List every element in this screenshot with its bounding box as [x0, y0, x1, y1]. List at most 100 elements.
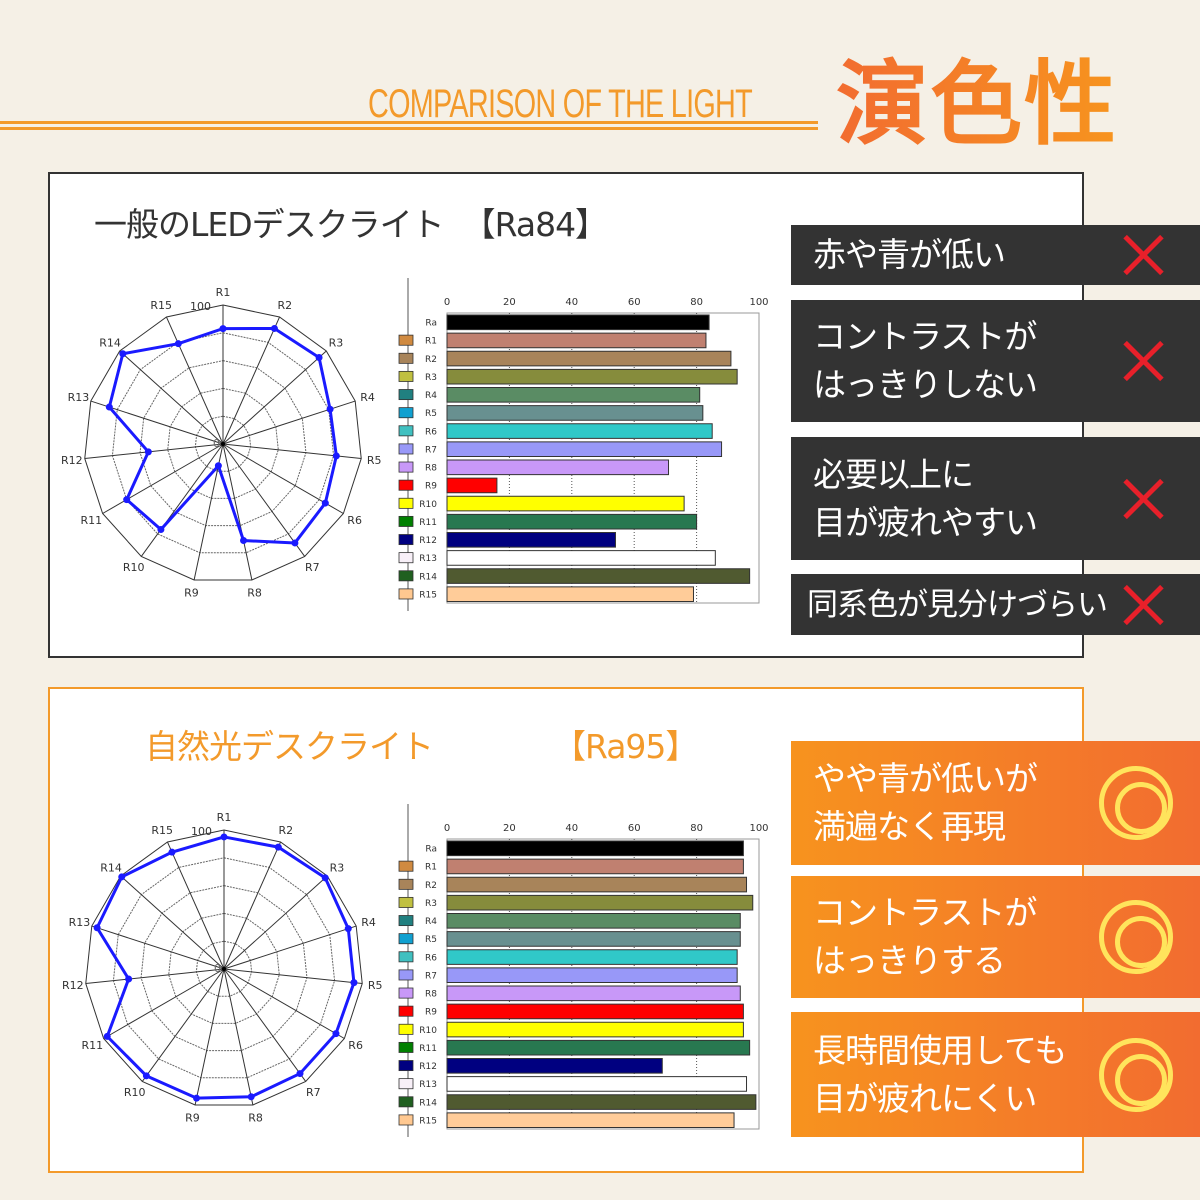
bar-x-tick-label: 20: [503, 297, 516, 308]
bar-R14: [446, 1094, 757, 1110]
legend-swatch: [398, 1023, 414, 1035]
bar-R9: [446, 1003, 744, 1020]
radar-point: [274, 843, 282, 851]
radar-axis: [85, 968, 225, 985]
radar-point: [93, 924, 101, 932]
bar-R13: [446, 550, 716, 566]
bar-x-tick-label: 100: [749, 823, 768, 834]
bar-x-tick-label: 20: [503, 823, 516, 834]
legend-swatch: [398, 443, 414, 455]
bar-R10: [446, 1021, 744, 1038]
bar-R2: [446, 350, 732, 367]
radar-point: [350, 979, 358, 987]
radar-point: [220, 833, 228, 841]
radar-axis-label: R2: [277, 299, 292, 312]
bar-R6: [446, 423, 713, 439]
radar-grid-ring: [194, 415, 252, 472]
rating-label: 【Ra84】: [462, 205, 608, 244]
radar-axis: [223, 968, 307, 1082]
callout-text: 長時間使用しても 目が疲れにくい: [813, 1030, 1067, 1118]
radar-axis: [222, 443, 253, 581]
bar-category-label: R1: [425, 337, 437, 347]
radar-axis-label: R12: [62, 979, 84, 992]
legend-swatch: [398, 987, 414, 999]
bar-category-label: R13: [419, 554, 437, 564]
radar-axis-label: R8: [247, 587, 262, 600]
bar-category-label: R14: [419, 1098, 437, 1108]
bar-category-label: Ra: [425, 845, 437, 855]
radar-point: [214, 462, 222, 470]
bar-x-tick-label: 100: [749, 297, 768, 308]
radar-tick-label: 0: [214, 962, 221, 975]
bar-category-label: R4: [425, 917, 437, 927]
radar-point: [332, 1030, 340, 1038]
radar-axis: [167, 841, 225, 970]
bar-category-label: R5: [425, 409, 437, 419]
radar-axis: [194, 968, 225, 1106]
radar-axis: [223, 968, 345, 1039]
bar-x-tick-label: 80: [690, 823, 703, 834]
legend-swatch: [398, 951, 414, 963]
radar-center: [221, 442, 225, 446]
callout: やや青が低いが 満遍なく再現: [791, 741, 1200, 865]
radar-axis-label: R10: [123, 561, 145, 574]
bar-category-label: R15: [419, 1116, 437, 1126]
x-icon: [1121, 477, 1165, 521]
callout: 同系色が見分けづらい: [791, 574, 1200, 635]
legend-swatch: [398, 1114, 414, 1126]
radar-point: [118, 873, 126, 881]
bar-R13: [446, 1076, 748, 1092]
bar-R5: [446, 931, 741, 947]
bar-Ra: [446, 840, 744, 857]
legend-swatch: [398, 461, 414, 473]
bar-category-label: R2: [425, 881, 437, 891]
bar-R11: [446, 1039, 751, 1056]
bar-x-tick-label: 40: [565, 297, 578, 308]
radar-axis: [120, 875, 225, 970]
radar-axis: [141, 968, 225, 1082]
bar-category-label: R10: [419, 1026, 437, 1036]
radar-axis-label: R4: [360, 391, 375, 404]
radar-axis-label: R6: [348, 1039, 363, 1052]
callout: コントラストが はっきりしない: [791, 300, 1200, 422]
radar-axis: [119, 350, 224, 445]
bar-R1: [446, 858, 744, 875]
bar-R12: [446, 1058, 663, 1074]
radar-axis: [223, 968, 363, 985]
bar-category-label: R10: [419, 500, 437, 510]
callout: 長時間使用しても 目が疲れにくい: [791, 1012, 1200, 1137]
radar-axis: [140, 443, 224, 557]
bar-category-label: R12: [419, 536, 437, 546]
bar-x-tick-label: 0: [444, 297, 450, 308]
bar-R15: [446, 1112, 735, 1128]
radar-axis-label: R1: [217, 811, 232, 824]
radar-point: [291, 539, 299, 547]
bar-x-tick-label: 40: [565, 823, 578, 834]
bar-category-label: R1: [425, 863, 437, 873]
radar-axis: [223, 968, 254, 1106]
legend-swatch: [398, 1096, 414, 1108]
radar-grid-ring: [139, 360, 307, 527]
bar-category-label: R12: [419, 1062, 437, 1072]
bar-R8: [446, 459, 670, 476]
legend-swatch: [398, 896, 414, 908]
bar-category-label: R4: [425, 391, 437, 401]
bar-category-label: R6: [425, 953, 437, 963]
radar-point: [123, 496, 131, 504]
bar-R11: [446, 513, 698, 530]
panel-title: 自然光デスクライト: [145, 727, 434, 766]
legend-swatch: [398, 407, 414, 419]
radar-axis-label: R10: [124, 1086, 146, 1099]
bar-R6: [446, 949, 738, 965]
radar-point: [321, 874, 329, 882]
radar-axis-label: R1: [216, 286, 231, 299]
double-circle-icon: [1099, 900, 1173, 974]
bar-category-label: R5: [425, 935, 437, 945]
legend-swatch: [398, 1041, 414, 1053]
legend-swatch: [398, 370, 414, 382]
legend-swatch: [398, 1060, 414, 1072]
legend-swatch: [398, 352, 414, 364]
bar-x-tick-label: 80: [690, 297, 703, 308]
radar-grid-ring: [112, 857, 336, 1079]
radar-series-line: [107, 326, 338, 545]
